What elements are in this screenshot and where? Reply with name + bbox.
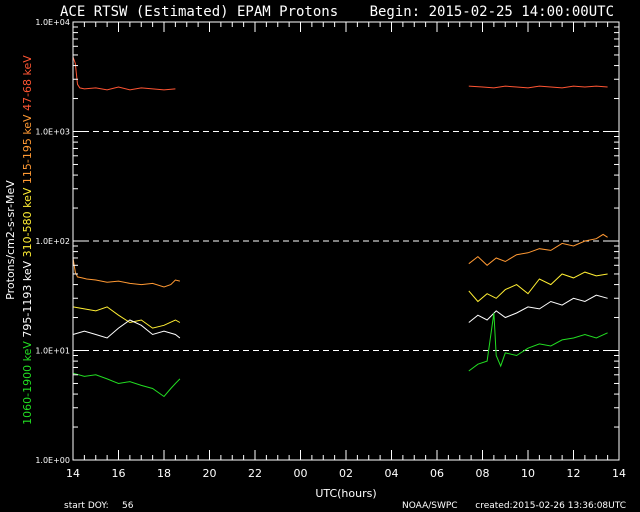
series-line-115-195-kev-seg0 — [72, 257, 181, 288]
x-axis-label: UTC(hours) — [315, 487, 376, 500]
y-tick-label: 1.0E+04 — [35, 18, 70, 27]
x-tick-label: 08 — [476, 467, 490, 480]
start-doy-value: 56 — [122, 501, 134, 511]
x-tick-label: 20 — [203, 467, 217, 480]
y-ticks: 1.0E+00 1.0E+01 1.0E+02 1.0E+03 1.0E+04 — [35, 18, 619, 465]
series-line-47-68-kev-seg0 — [72, 56, 176, 91]
channel-legend: 1060-1900 keV 795-1193 keV 310-580 keV 1… — [21, 55, 34, 425]
y-axis-title: Protons/cm2-s-sr-MeV — [4, 180, 17, 300]
begin-time: Begin: 2015-02-25 14:00:00UTC — [370, 4, 614, 20]
chart-title: ACE RTSW (Estimated) EPAM Protons — [60, 4, 338, 20]
x-tick-label: 02 — [339, 467, 353, 480]
x-tick-label: 06 — [430, 467, 444, 480]
svg-text:1060-1900 keV 7: 1060-1900 keV 795-1193 keV 310-580 keV 1… — [21, 55, 34, 425]
x-tick-label: 04 — [385, 467, 399, 480]
x-tick-label: 16 — [112, 467, 126, 480]
grid-lines — [73, 131, 619, 351]
series-line-47-68-kev-seg1 — [468, 85, 608, 89]
y-axis-units: Protons/cm2-s-sr-MeV — [4, 180, 17, 300]
x-tick-label: 00 — [294, 467, 308, 480]
series-line-1060-1900-kev-seg1 — [468, 312, 608, 372]
series-line-1060-1900-kev-seg0 — [72, 372, 181, 398]
agency-label: NOAA/SWPC — [402, 501, 458, 511]
x-tick-label: 14 — [612, 467, 626, 480]
x-tick-label: 10 — [521, 467, 535, 480]
y-tick-label: 1.0E+01 — [35, 347, 70, 356]
series-line-115-195-kev-seg1 — [468, 233, 608, 266]
y-tick-label: 1.0E+00 — [35, 456, 70, 465]
legend-channel-115-195: 115-195 keV — [21, 114, 34, 184]
x-tick-label: 18 — [157, 467, 171, 480]
series-line-795-1193-kev-seg1 — [468, 294, 608, 323]
legend-channel-795-1193: 795-1193 keV — [21, 260, 34, 337]
x-tick-label: 12 — [567, 467, 581, 480]
legend-channel-1060-1900: 1060-1900 keV — [21, 341, 34, 425]
series-line-795-1193-kev-seg0 — [72, 319, 181, 339]
start-doy-label: start DOY: — [64, 501, 109, 511]
series-line-310-580-kev-seg0 — [72, 306, 181, 329]
y-tick-label: 1.0E+03 — [35, 128, 70, 137]
y-tick-label: 1.0E+02 — [35, 237, 70, 246]
x-tick-label: 22 — [248, 467, 262, 480]
series-line-310-580-kev-seg1 — [468, 271, 608, 303]
legend-channel-310-580: 310-580 keV — [21, 187, 34, 257]
created-timestamp: created:2015-02-26 13:36:08UTC — [475, 501, 626, 511]
x-tick-label: 14 — [66, 467, 80, 480]
legend-channel-47-68: 47-68 keV — [21, 55, 34, 111]
data-series — [72, 56, 608, 398]
x-ticks: 14 16 18 20 22 00 02 04 06 08 10 12 14 — [66, 22, 626, 480]
